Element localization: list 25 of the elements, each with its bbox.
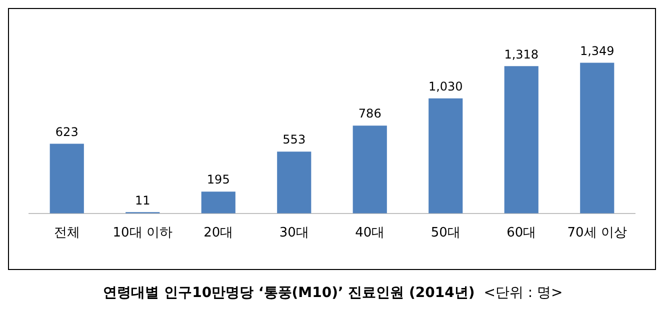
- bar: [201, 192, 236, 214]
- text: <단위 : 명>: [484, 285, 563, 301]
- bar: [50, 144, 84, 214]
- data-label: 1,030: [428, 79, 463, 94]
- x-tick-label: 30대: [279, 226, 309, 241]
- data-label: 786: [358, 106, 382, 121]
- bar: [580, 62, 614, 214]
- data-label: 1,349: [580, 44, 614, 58]
- x-tick-label: 60대: [506, 226, 536, 241]
- bar: [428, 98, 463, 214]
- bar: [277, 152, 312, 214]
- x-tick-label: 20대: [204, 226, 234, 241]
- x-tick-label: 40대: [355, 226, 385, 241]
- x-tick-label: 50대: [430, 226, 460, 241]
- text: 연령대별 인구10만명당 ‘통풍(M10)’ 진료인원 (2014년): [103, 285, 475, 301]
- bar: [352, 126, 387, 214]
- data-label: 553: [282, 132, 306, 147]
- bar: [504, 66, 538, 214]
- data-label: 1,318: [504, 47, 539, 62]
- x-tick-label: 10대 이하: [112, 226, 172, 241]
- data-label: 195: [206, 172, 230, 187]
- x-tick-label: 전체: [54, 226, 80, 241]
- data-label: 11: [134, 193, 150, 208]
- data-label: 623: [55, 124, 78, 139]
- x-tick-label: 70세 이상: [567, 226, 627, 241]
